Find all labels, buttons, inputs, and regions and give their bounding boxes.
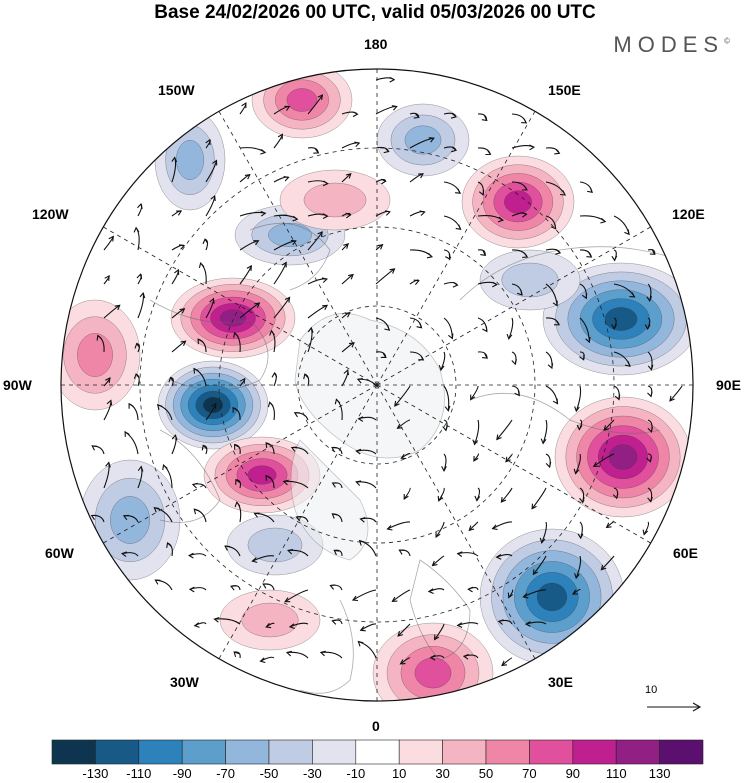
lon-label-150w: 150W (158, 82, 195, 98)
colorbar-tick-label: 110 (605, 766, 627, 781)
wind-vectors (90, 76, 683, 667)
colorbar (51, 739, 704, 765)
colorbar-tick-label: 30 (435, 766, 450, 781)
alaska-coast (249, 223, 331, 291)
lon-label-60w: 60W (45, 545, 74, 561)
colorbar-swatch (51, 739, 96, 765)
siberia-coast (469, 392, 661, 434)
brand-mark: © (724, 36, 730, 46)
colorbar-swatch (355, 739, 400, 765)
anomaly-high-canada (170, 277, 296, 359)
colorbar-swatch (138, 739, 183, 765)
lon-label-90w: 90W (3, 377, 32, 393)
brand-logo: MODES© (613, 32, 730, 58)
anomaly-low-scandinavia (479, 528, 625, 666)
anomaly-low-alaska (154, 109, 226, 211)
anomaly-low-north-atlantic (79, 459, 181, 581)
lon-label-120w: 120W (32, 206, 69, 222)
colorbar-swatch (572, 739, 617, 765)
colorbar-swatch (312, 739, 357, 765)
colorbar-swatch (659, 739, 704, 765)
anomaly-high-mid-atlantic (219, 589, 321, 651)
colorbar-tick-label: -30 (302, 766, 322, 781)
anomaly-high-chukotka (461, 155, 575, 249)
colorbar-ticks: -130 -110 -90 -70 -50 -30 -10 10 30 50 70 90 110 130 (0, 766, 750, 783)
colorbar-tick-label: 70 (522, 766, 537, 781)
colorbar-tick-label: -10 (346, 766, 366, 781)
lon-label-0: 0 (372, 718, 380, 734)
brand-name: MODES (613, 32, 725, 57)
canada-coast (149, 299, 269, 391)
chart-title: Base 24/02/2026 00 UTC, valid 05/03/2026… (154, 2, 596, 23)
anomaly-high-aleutians (251, 69, 353, 139)
anomaly-high-arctic-canada (279, 169, 391, 231)
lon-label-150e: 150E (548, 82, 581, 98)
lat-lon-grid (61, 69, 693, 701)
colorbar-tick-label: -130 (82, 766, 109, 781)
colorbar-swatch (485, 739, 530, 765)
vector-reference-arrow (647, 702, 702, 712)
colorbar-swatch (225, 739, 270, 765)
colorbar-tick-label: 130 (648, 766, 671, 781)
lon-label-60e: 60E (673, 545, 698, 561)
asia-coast (459, 246, 681, 301)
anomaly-high-west-siberia (554, 396, 692, 518)
colorbar-swatch (181, 739, 226, 765)
colorbar-tick-label: 90 (565, 766, 581, 781)
colorbar-tick-label: 50 (478, 766, 494, 781)
vector-reference-label: 10 (645, 684, 658, 696)
hudson-coast (159, 429, 221, 523)
colorbar-tick-label: 10 (391, 766, 407, 781)
colorbar-swatch (615, 739, 660, 765)
colorbar-swatch (268, 739, 313, 765)
anomaly-low-central-atlantic (226, 514, 324, 576)
colorbar-swatch (95, 739, 140, 765)
colorbar-swatch (529, 739, 574, 765)
anomaly-high-east-pacific (61, 299, 141, 411)
greenland-outline (290, 439, 369, 561)
lon-label-120e: 120E (672, 206, 705, 222)
scandinavia-outline (409, 559, 471, 661)
colorbar-swatch (398, 739, 443, 765)
anomaly-high-europe (372, 622, 494, 701)
lon-label-30w: 30W (170, 674, 199, 690)
colorbar-tick-label: -90 (172, 766, 192, 781)
anomaly-low-west-pacific (479, 249, 581, 311)
lon-label-90e: 90E (716, 377, 741, 393)
anomaly-high-greenland (203, 436, 321, 514)
europe-coast (299, 599, 354, 694)
colorbar-tick-label: -70 (216, 766, 235, 781)
lon-label-180: 180 (364, 36, 388, 52)
colorbar-swatch (442, 739, 487, 765)
lon-label-30e: 30E (548, 674, 573, 690)
colorbar-tick-label: -50 (259, 766, 279, 781)
map-border (60, 68, 694, 702)
colorbar-tick-label: -110 (126, 766, 152, 781)
